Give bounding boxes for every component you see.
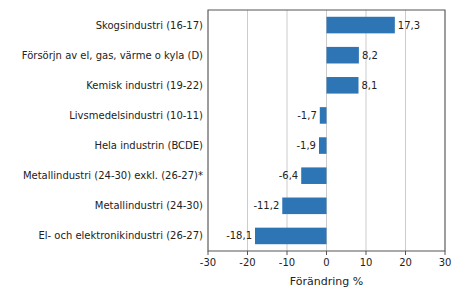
data-label: -1,9 — [296, 140, 316, 151]
tick-label: 0 — [323, 257, 329, 268]
tick-mark — [287, 251, 288, 255]
bar — [255, 228, 326, 245]
y-axis: El- och elektronikindustri (26-27) Metall… — [22, 20, 203, 242]
grid-line — [287, 10, 288, 251]
grid — [208, 10, 445, 251]
x-axis-label: Förändring % — [290, 275, 363, 288]
bar — [282, 198, 326, 215]
tick-mark — [208, 251, 209, 255]
data-label: -11,2 — [253, 200, 279, 211]
category-label: El- och elektronikindustri (26-27) — [38, 230, 203, 241]
bar — [301, 167, 326, 184]
data-label: -1,7 — [297, 110, 317, 121]
grid-line — [247, 10, 248, 251]
grid-line — [326, 10, 327, 251]
chart-container: -18,1 -11,2 -6,4 -1,9 -1,7 8,1 8,2 17,3 El- och … — [0, 0, 459, 293]
x-axis: -30 -20 -10 0 10 20 30 — [200, 251, 452, 268]
grid-line — [405, 10, 406, 251]
tick-label: -10 — [279, 257, 295, 268]
bar — [327, 17, 395, 34]
tick-mark — [366, 251, 367, 255]
category-label: Hela industrin (BCDE) — [94, 140, 203, 151]
tick-mark — [247, 251, 248, 255]
category-label: Metallindustri (24-30) exkl. (26-27)* — [23, 170, 203, 181]
tick-mark — [326, 251, 327, 255]
tick-label: -30 — [200, 257, 216, 268]
category-label: Kemisk industri (19-22) — [86, 80, 203, 91]
bar — [319, 137, 327, 154]
bar — [320, 107, 327, 124]
tick-mark — [405, 251, 406, 255]
bar — [327, 77, 359, 94]
tick-label: 20 — [399, 257, 412, 268]
data-label: 8,2 — [362, 50, 378, 61]
data-label: -6,4 — [279, 170, 299, 181]
data-label: 17,3 — [398, 20, 420, 31]
category-label: Metallindustri (24-30) — [95, 200, 203, 211]
category-label: Skogsindustri (16-17) — [96, 20, 203, 31]
category-label: Livsmedelsindustri (10-11) — [69, 110, 203, 121]
grid-line — [366, 10, 367, 251]
tick-label: -20 — [239, 257, 255, 268]
category-label: Försörjn av el, gas, värme o kyla (D) — [22, 50, 203, 61]
tick-label: 10 — [360, 257, 373, 268]
data-labels: -18,1 -11,2 -6,4 -1,9 -1,7 8,1 8,2 17,3 — [226, 20, 420, 242]
bar — [327, 47, 359, 64]
tick-mark — [445, 251, 446, 255]
plot-frame — [208, 10, 445, 251]
tick-label: 30 — [439, 257, 452, 268]
data-label: -18,1 — [226, 230, 252, 241]
data-label: 8,1 — [361, 80, 377, 91]
chart-svg: -18,1 -11,2 -6,4 -1,9 -1,7 8,1 8,2 17,3 El- och … — [0, 0, 459, 293]
